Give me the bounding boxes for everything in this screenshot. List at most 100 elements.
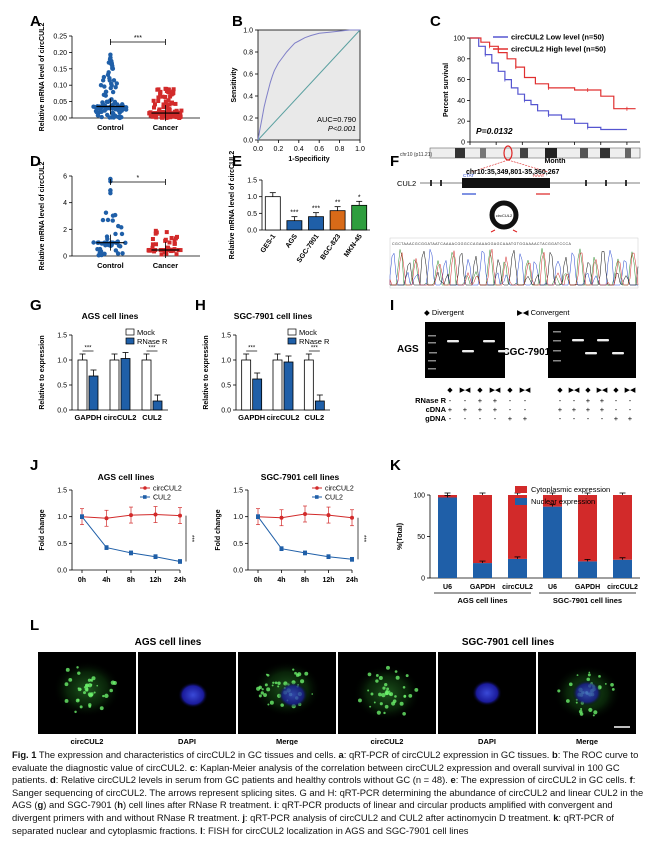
fish-green-dot bbox=[83, 686, 87, 689]
panel-k-bar-nuclear bbox=[578, 561, 597, 578]
gel-primer-symbol: ▶◀ bbox=[520, 387, 531, 394]
gel-primer-symbol: ▶◀ bbox=[460, 387, 471, 394]
pJ2-point bbox=[279, 515, 284, 520]
pA-point bbox=[167, 102, 172, 107]
gel-cell-sgc: + bbox=[628, 414, 633, 423]
pJ2-point bbox=[350, 557, 354, 562]
panel-e-bar-chart: 0.0 0.5 1.0 1.5 Relative mRNA level of circC… bbox=[229, 151, 370, 264]
fish-green-dot bbox=[79, 705, 83, 709]
pA-point bbox=[151, 98, 156, 103]
pD-point bbox=[169, 235, 174, 240]
pG-xtick-label: CUL2 bbox=[142, 413, 162, 422]
panel-k-bar-nuclear bbox=[613, 559, 632, 578]
roc-xtick-label: 0.0 bbox=[253, 146, 263, 153]
fish-green-dot bbox=[557, 689, 561, 693]
fish-green-dot bbox=[272, 681, 275, 684]
fish-green-dot bbox=[294, 671, 297, 675]
pG-ytick-label: 0.0 bbox=[57, 408, 67, 415]
pA-point bbox=[100, 78, 106, 83]
pD-point bbox=[100, 217, 106, 223]
pA-point bbox=[158, 89, 163, 94]
caption-panel-key: i bbox=[274, 799, 277, 811]
roc-ytick-label: 0.8 bbox=[243, 50, 253, 57]
pA-point bbox=[168, 115, 173, 120]
fish-green-dot bbox=[394, 670, 398, 673]
roc-xtick-label: 0.4 bbox=[294, 146, 304, 153]
gel-ladder-band bbox=[428, 360, 436, 362]
panel-k-bar-cytoplasmic bbox=[613, 495, 632, 560]
pA-point bbox=[167, 107, 172, 112]
pH-bar bbox=[314, 400, 325, 411]
gel-image-sgc bbox=[548, 322, 636, 378]
pD-point bbox=[120, 251, 125, 256]
panel-e-xtick-label: BGC-823 bbox=[320, 233, 343, 261]
pA-point bbox=[162, 114, 167, 119]
panel-a-chart: 0.00 0.05 0.10 0.15 0.20 0.25 Relative mRNA le… bbox=[39, 23, 200, 132]
fish-label-5: DAPI bbox=[478, 737, 496, 745]
pJ2-ytick-label: 0.5 bbox=[233, 541, 243, 548]
pA-point bbox=[109, 83, 114, 88]
fish-nucleus-signal bbox=[278, 682, 308, 708]
panel-e-xtick-label: AGS bbox=[285, 233, 300, 250]
gel-primer-symbol: ▶◀ bbox=[625, 387, 636, 394]
panel-i-gel: ◆ Divergent ▶◀ Convergent AGS SGC-7901 ◆… bbox=[397, 308, 636, 423]
caption-figure-number: Fig. 1 bbox=[12, 749, 37, 760]
fish-green-dot bbox=[292, 668, 295, 671]
pA-ytick-label: 0.00 bbox=[53, 116, 67, 123]
gel-condition-table: ◆ ▶◀ ◆ ▶◀ ◆ ▶◀ ◆ ▶◀ ◆ ▶◀ ◆ ▶◀RNase R - -- -+ ++ +- -- -cDN… bbox=[415, 387, 636, 423]
fish-green-dot bbox=[88, 703, 92, 707]
pH-legend-swatch bbox=[287, 337, 297, 345]
fish-green-dot bbox=[391, 701, 396, 706]
fish-green-dot bbox=[381, 693, 386, 698]
exon-block bbox=[462, 178, 550, 188]
gel-primer-symbol: ◆ bbox=[557, 387, 563, 394]
gel-cell-sgc: + bbox=[586, 396, 591, 405]
pA-point bbox=[161, 102, 166, 107]
pA-xtick-label: Cancer bbox=[153, 123, 179, 132]
gel-cell-sgc: + bbox=[600, 396, 605, 405]
pH-ytick-label: 1.0 bbox=[221, 358, 231, 365]
panel-e-ylabel: Relative mRNA level of circCUL2 bbox=[229, 151, 236, 260]
pD-point bbox=[112, 212, 118, 218]
primer-right-label: AAAT bbox=[533, 173, 545, 178]
fish-green-dot bbox=[269, 700, 274, 705]
panel-e-sig-label: *** bbox=[290, 210, 298, 217]
pA-point bbox=[109, 61, 114, 66]
pA-point bbox=[167, 112, 172, 117]
fish-micrographs bbox=[38, 652, 636, 734]
chromosome-header: chr10 (p11.21) bbox=[400, 152, 432, 158]
pH-xtick-label: circCUL2 bbox=[267, 413, 300, 422]
pJ1-point bbox=[153, 512, 158, 517]
fish-green-dot bbox=[77, 671, 81, 675]
pJ2-point bbox=[350, 515, 354, 520]
pA-point bbox=[109, 115, 114, 120]
pD-point bbox=[150, 245, 155, 250]
fish-green-dot bbox=[375, 674, 379, 677]
caption-body: a: qRT-PCR of circCUL2 expression in GC … bbox=[12, 749, 643, 836]
pA-point bbox=[99, 114, 104, 120]
pJ2-point bbox=[326, 513, 331, 518]
pJ1-point bbox=[178, 559, 182, 564]
pJ2-xtick-label: 0h bbox=[254, 577, 262, 584]
survival-xlabel: Month bbox=[545, 158, 566, 165]
pA-point bbox=[152, 111, 157, 116]
panel-k-bar-nuclear bbox=[438, 497, 457, 578]
survival-series-high bbox=[470, 37, 636, 110]
survival-series-low bbox=[470, 37, 627, 131]
gel-cell-sgc: - bbox=[601, 414, 604, 423]
survival-p-label: P=0.0132 bbox=[476, 126, 513, 136]
fish-green-dot bbox=[386, 687, 390, 691]
fish-green-dot bbox=[265, 673, 268, 676]
gel-primer-symbol: ◆ bbox=[613, 387, 619, 394]
fish-green-dot bbox=[378, 692, 382, 697]
pH-xtick-label: GAPDH bbox=[238, 413, 265, 422]
caption-panel-key: e bbox=[450, 774, 456, 786]
gel-ladder-band bbox=[553, 350, 561, 352]
pH-ylabel: Relative to expression bbox=[203, 335, 210, 409]
roc-xtick-label: 0.8 bbox=[335, 146, 345, 153]
pD-point bbox=[163, 238, 168, 243]
panel-e-sig-label: *** bbox=[312, 206, 320, 213]
survival-ytick-label: 60 bbox=[457, 77, 465, 84]
pD-point bbox=[115, 251, 121, 256]
pJ1-ylabel: Fold change bbox=[39, 509, 46, 550]
